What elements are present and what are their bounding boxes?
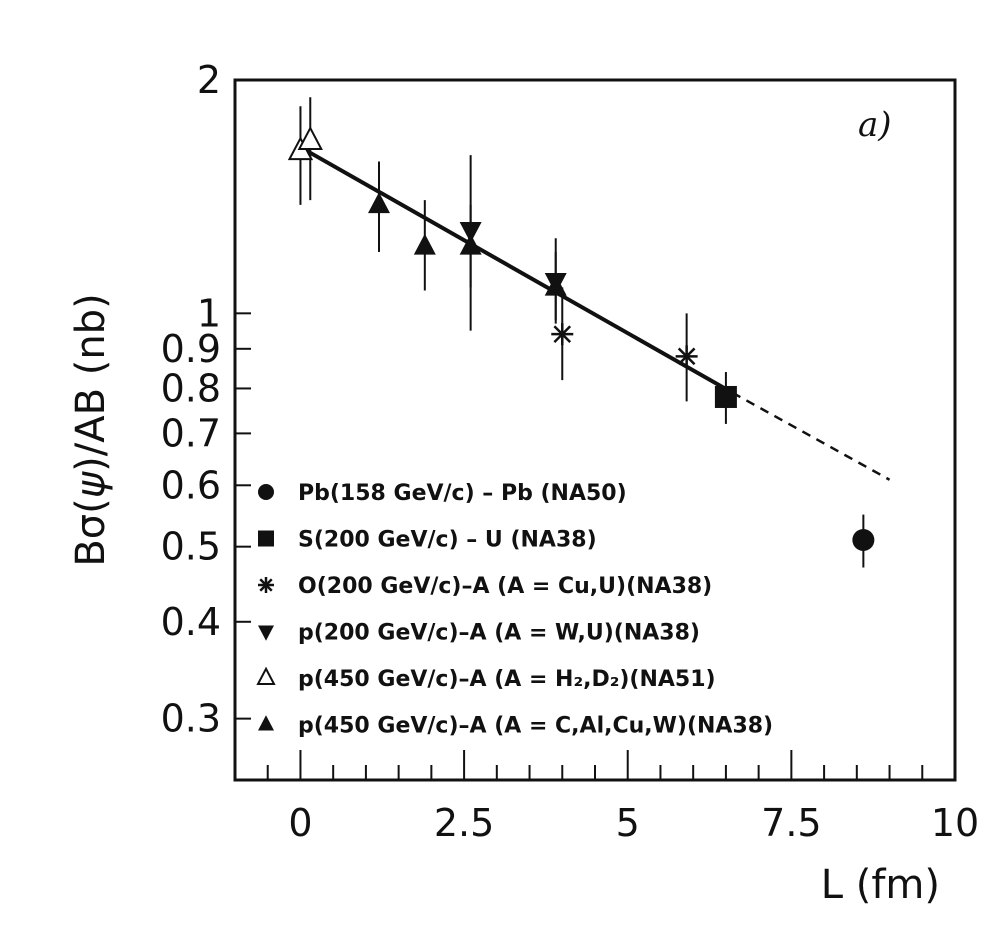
legend-label: S(200 GeV/c) – U (NA38) <box>298 528 597 553</box>
data-point-triangle-up <box>368 192 390 214</box>
legend-label: p(450 GeV/c)–A (A = C,Al,Cu,W)(NA38) <box>298 714 773 739</box>
y-tick-label: 0.8 <box>161 366 221 410</box>
y-tick-label: 0.7 <box>161 411 221 455</box>
marker-shape <box>413 233 436 255</box>
y-axis-label: Bσ(ψ)/AB (nb) <box>68 293 114 566</box>
legend: Pb(158 GeV/c) – Pb (NA50) S(200 GeV/c) – … <box>256 481 773 739</box>
legend-label: p(200 GeV/c)–A (A = W,U)(NA38) <box>298 621 700 646</box>
legend-marker-circle <box>258 484 274 500</box>
data-point-triangle-open <box>297 125 323 150</box>
legend-label: p(450 GeV/c)–A (A = H₂,D₂)(NA51) <box>298 667 716 692</box>
ticks <box>234 79 956 780</box>
data-point-triangle-up <box>544 274 567 296</box>
marker-shape <box>459 221 482 243</box>
panel-label: a) <box>858 105 892 145</box>
marker-shape <box>258 715 274 731</box>
x-tick-label: 7.5 <box>761 801 821 845</box>
marker-shape <box>297 125 323 150</box>
y-tick-label: 0.5 <box>161 525 221 569</box>
legend-label: Pb(158 GeV/c) – Pb (NA50) <box>298 481 627 506</box>
fit-line <box>306 149 734 395</box>
x-axis-label: L (fm) <box>821 862 940 908</box>
legend-marker-triangle-up <box>258 715 274 731</box>
extrapolation-line <box>731 391 891 481</box>
data-point-asterisk <box>675 345 698 368</box>
y-tick-label: 0.9 <box>161 327 221 371</box>
data-point-square <box>714 385 737 408</box>
marker-shape <box>258 484 274 500</box>
marker-shape <box>544 274 567 296</box>
y-tick-label: 1 <box>197 291 221 335</box>
marker-shape <box>368 192 390 214</box>
x-tick-label: 2.5 <box>434 801 494 845</box>
x-tick-label: 0 <box>288 801 312 845</box>
marker-shape <box>258 530 274 547</box>
legend-marker-asterisk <box>258 577 274 593</box>
marker-shape <box>258 625 274 641</box>
y-tick-label: 2 <box>197 58 221 102</box>
marker-shape <box>852 529 875 552</box>
data-point-triangle-up <box>413 233 436 255</box>
marker-shape <box>459 233 482 255</box>
data-points <box>287 125 875 552</box>
y-tick-label: 0.4 <box>161 600 221 644</box>
legend-marker-square <box>258 530 274 547</box>
data-point-circle <box>852 529 875 552</box>
legend-marker-triangle-down <box>258 625 274 641</box>
marker-shape <box>256 666 276 685</box>
y-tick-label: 0.3 <box>161 697 221 741</box>
marker-stroke <box>259 578 273 592</box>
x-tick-label: 10 <box>931 801 979 845</box>
legend-label: O(200 GeV/c)–A (A = Cu,U)(NA38) <box>298 574 712 599</box>
tick-labels: 0 2.5 5 7.5 10 0.3 0.4 0.5 0.6 0.70.80.91 2 <box>161 58 980 845</box>
x-tick-label: 5 <box>616 801 640 845</box>
data-point-triangle-up <box>459 233 482 255</box>
marker-stroke <box>553 325 572 343</box>
legend-marker-triangle-open <box>256 666 276 685</box>
y-tick-label: 0.6 <box>161 463 221 507</box>
marker-stroke <box>677 347 696 366</box>
data-point-asterisk <box>551 323 574 346</box>
marker-shape <box>714 385 737 408</box>
fit-lines <box>306 149 891 481</box>
data-point-triangle-down <box>459 221 482 243</box>
